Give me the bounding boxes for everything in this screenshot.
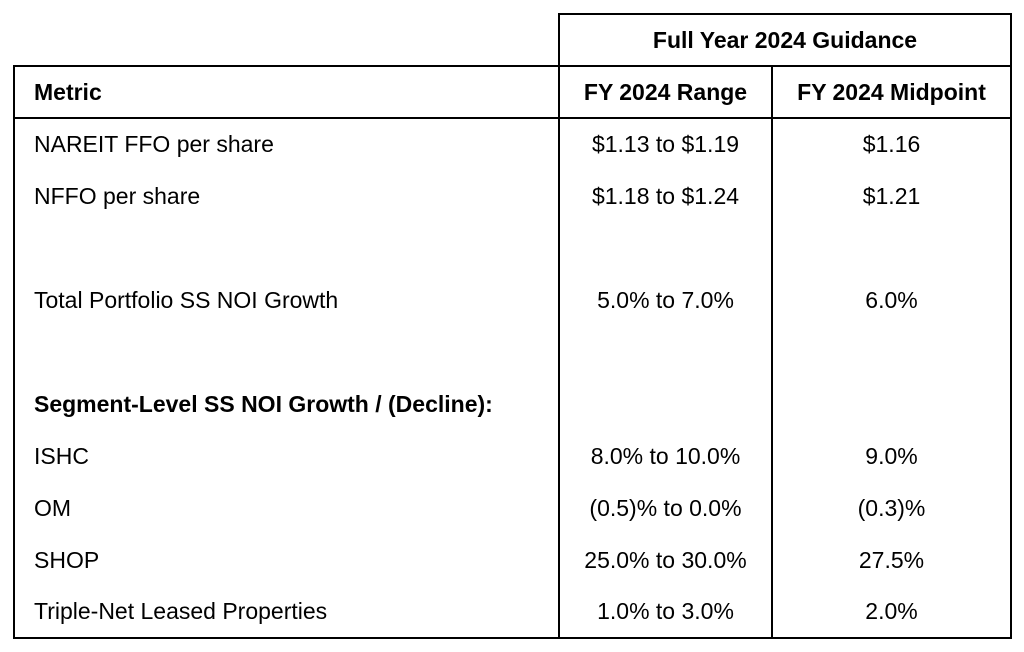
metric-cell	[13, 222, 560, 274]
range-cell: $1.13 to $1.19	[558, 118, 773, 170]
table-row: OM (0.5)% to 0.0% (0.3)%	[13, 482, 1012, 534]
range-cell: 1.0% to 3.0%	[558, 586, 773, 639]
table-body: NAREIT FFO per share $1.13 to $1.19 $1.16 N…	[13, 118, 1012, 639]
spacer-row	[13, 222, 1012, 274]
midpoint-cell: $1.21	[771, 170, 1012, 222]
range-cell: (0.5)% to 0.0%	[558, 482, 773, 534]
spanner-row: Full Year 2024 Guidance	[14, 13, 1012, 67]
metric-cell: Total Portfolio SS NOI Growth	[13, 274, 560, 326]
table-row: SHOP 25.0% to 30.0% 27.5%	[13, 534, 1012, 586]
table-row: Triple-Net Leased Properties 1.0% to 3.0%…	[13, 586, 1012, 639]
metric-cell: NAREIT FFO per share	[13, 118, 560, 170]
column-header-range: FY 2024 Range	[558, 65, 773, 119]
midpoint-cell	[771, 222, 1012, 274]
table-row: NAREIT FFO per share $1.13 to $1.19 $1.16	[13, 118, 1012, 170]
range-cell: 25.0% to 30.0%	[558, 534, 773, 586]
midpoint-cell: 2.0%	[771, 586, 1012, 639]
table-row: Total Portfolio SS NOI Growth 5.0% to 7.0…	[13, 274, 1012, 326]
metric-cell: NFFO per share	[13, 170, 560, 222]
table-row: Segment-Level SS NOI Growth / (Decline):	[13, 378, 1012, 430]
midpoint-cell: (0.3)%	[771, 482, 1012, 534]
column-header-metric: Metric	[13, 65, 560, 119]
column-header-midpoint: FY 2024 Midpoint	[771, 65, 1012, 119]
range-cell: 5.0% to 7.0%	[558, 274, 773, 326]
guidance-table: Full Year 2024 Guidance Metric FY 2024 R…	[13, 13, 1012, 639]
table-row: NFFO per share $1.18 to $1.24 $1.21	[13, 170, 1012, 222]
midpoint-cell: 6.0%	[771, 274, 1012, 326]
metric-cell	[13, 326, 560, 378]
midpoint-cell: 9.0%	[771, 430, 1012, 482]
midpoint-cell	[771, 326, 1012, 378]
range-cell: $1.18 to $1.24	[558, 170, 773, 222]
column-header-row: Metric FY 2024 Range FY 2024 Midpoint	[13, 65, 1012, 119]
midpoint-cell: $1.16	[771, 118, 1012, 170]
metric-cell: SHOP	[13, 534, 560, 586]
spacer-row	[13, 326, 1012, 378]
range-cell	[558, 326, 773, 378]
metric-cell: OM	[13, 482, 560, 534]
midpoint-cell: 27.5%	[771, 534, 1012, 586]
range-cell	[558, 222, 773, 274]
range-cell	[558, 378, 773, 430]
table-row: ISHC 8.0% to 10.0% 9.0%	[13, 430, 1012, 482]
metric-cell: Triple-Net Leased Properties	[13, 586, 560, 639]
midpoint-cell	[771, 378, 1012, 430]
metric-cell: Segment-Level SS NOI Growth / (Decline):	[13, 378, 560, 430]
metric-cell: ISHC	[13, 430, 560, 482]
corner-blank	[14, 14, 559, 66]
range-cell: 8.0% to 10.0%	[558, 430, 773, 482]
spanner-header: Full Year 2024 Guidance	[558, 13, 1012, 67]
